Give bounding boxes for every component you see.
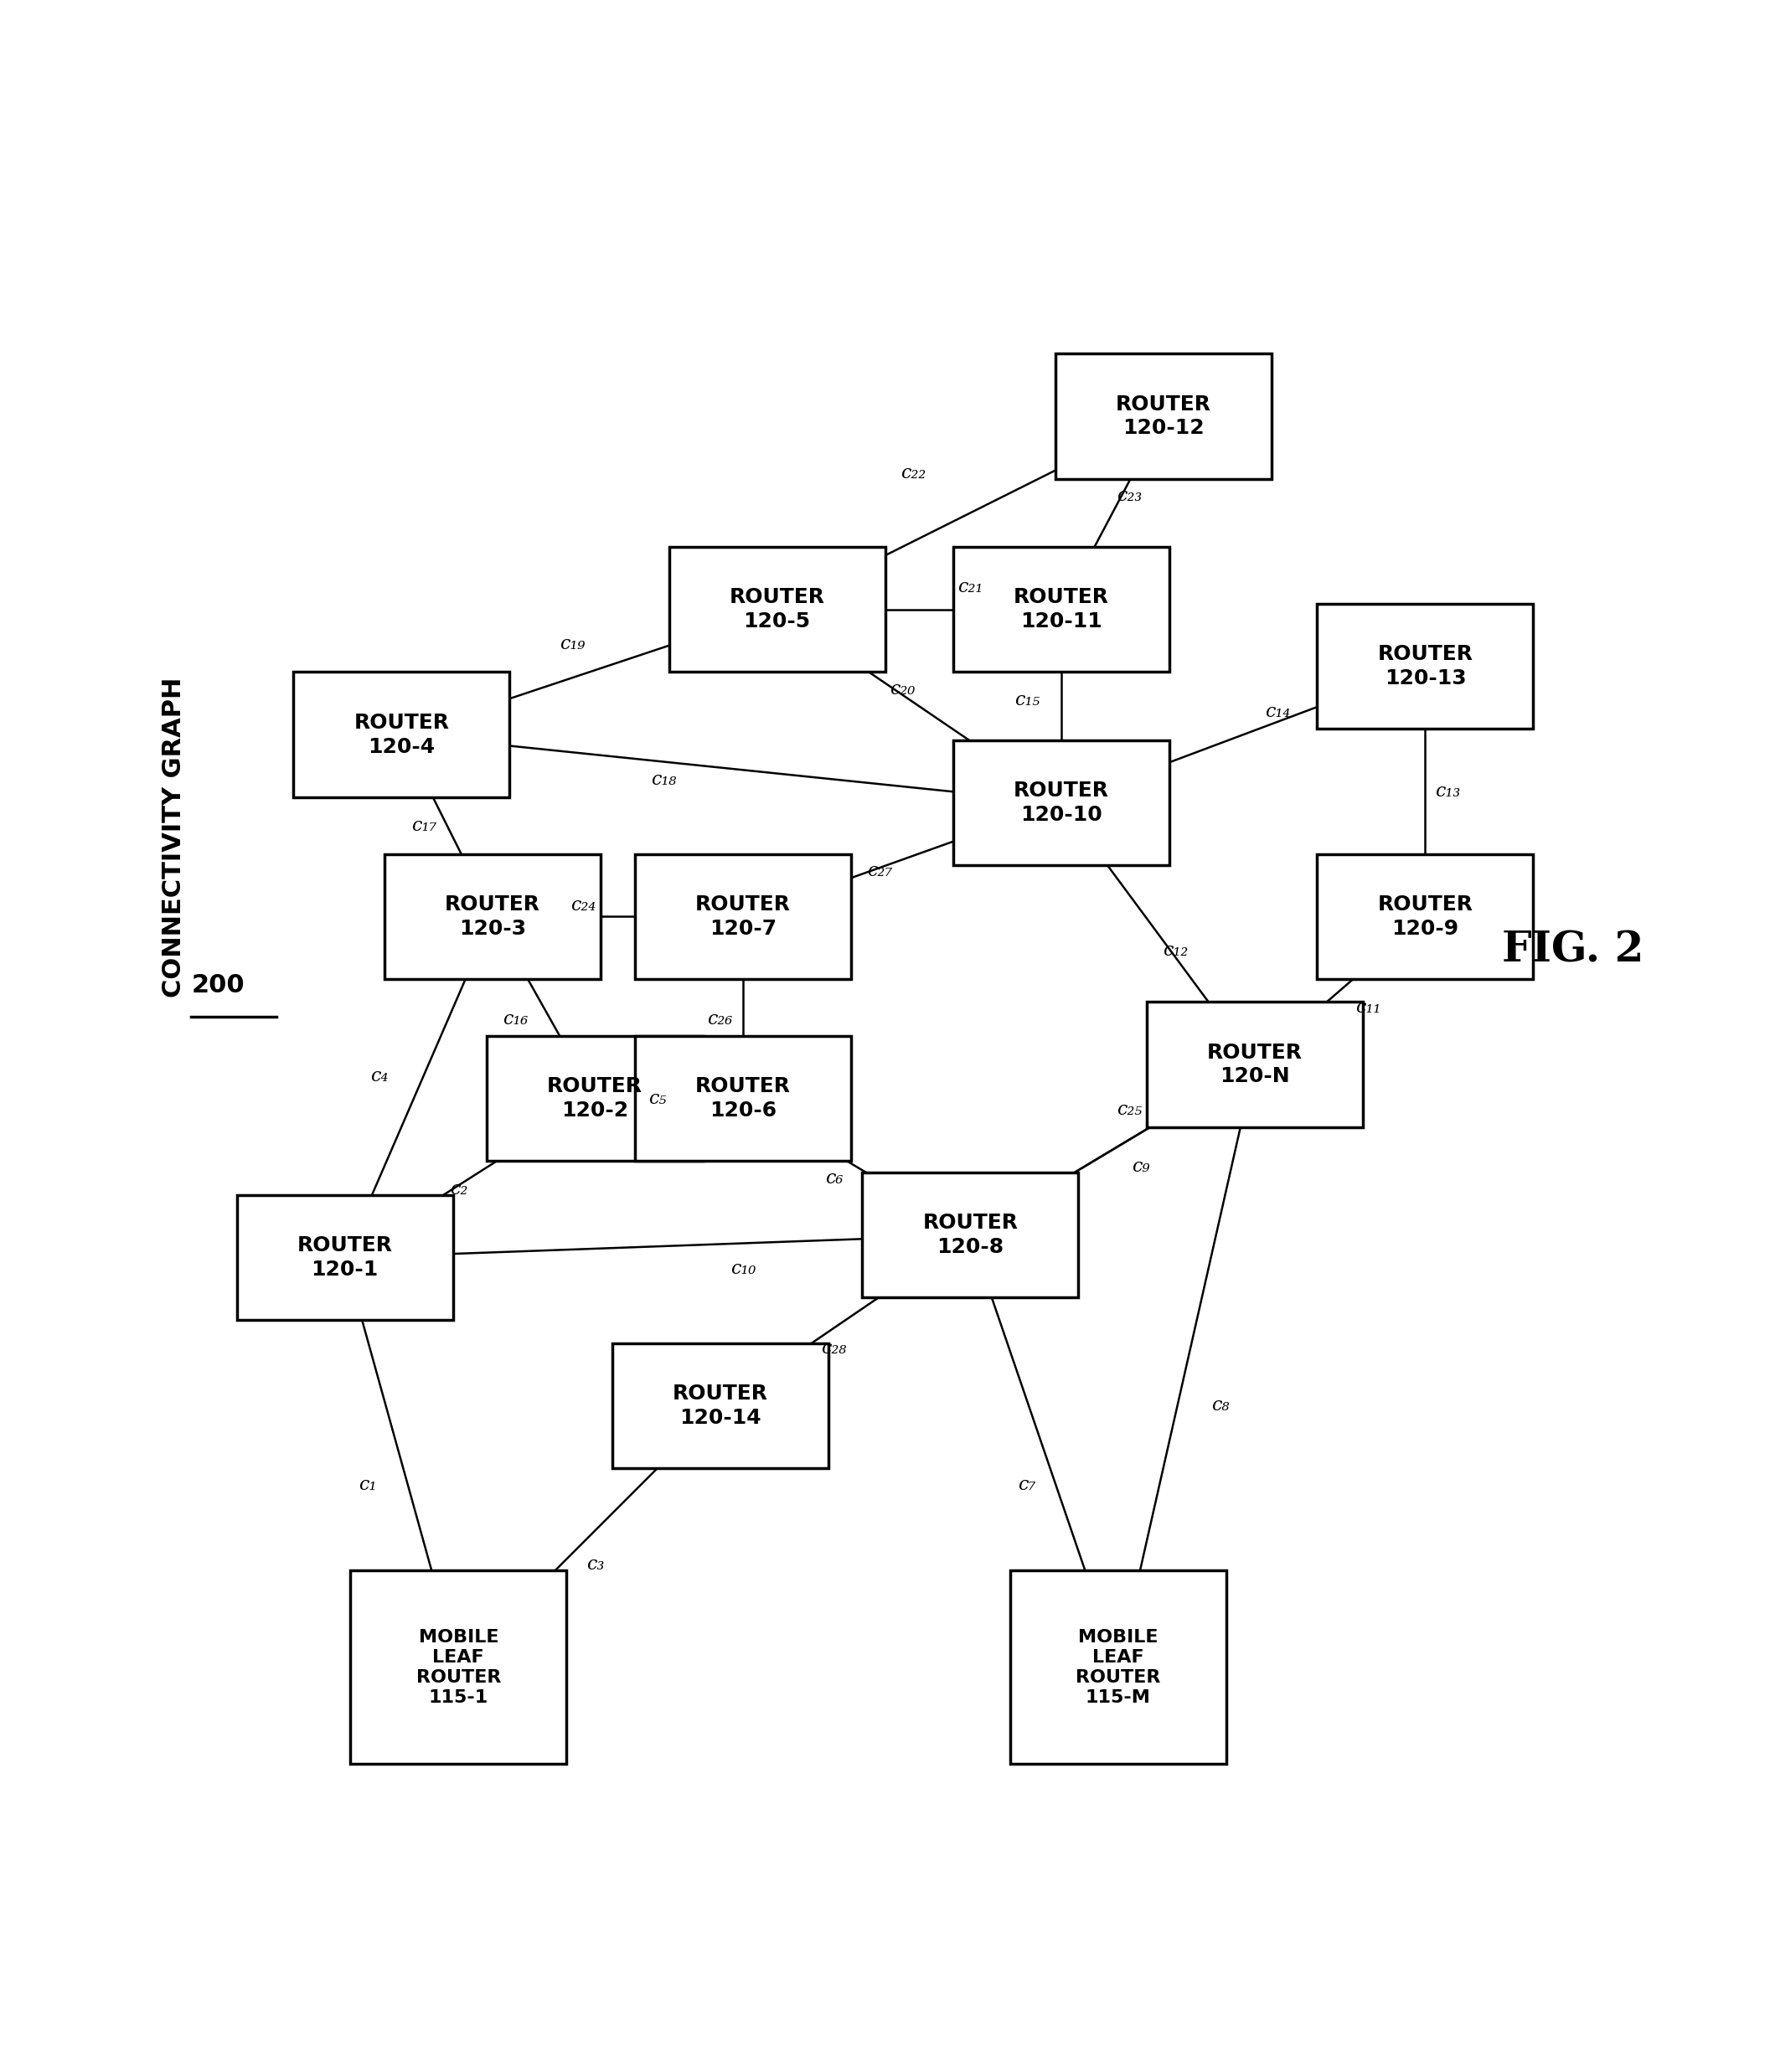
Text: c₁₅: c₁₅ bbox=[1014, 692, 1039, 711]
Text: c₂₅: c₂₅ bbox=[1117, 1100, 1142, 1119]
FancyBboxPatch shape bbox=[1011, 1571, 1227, 1763]
FancyBboxPatch shape bbox=[384, 854, 600, 980]
Text: ROUTER
120-13: ROUTER 120-13 bbox=[1377, 644, 1473, 688]
Text: ROUTER
120-2: ROUTER 120-2 bbox=[547, 1077, 643, 1121]
Text: c₅: c₅ bbox=[648, 1090, 667, 1109]
FancyBboxPatch shape bbox=[1147, 1003, 1363, 1127]
FancyBboxPatch shape bbox=[1317, 603, 1533, 729]
Text: c₂₈: c₂₈ bbox=[821, 1339, 846, 1357]
Text: c₇: c₇ bbox=[1018, 1475, 1035, 1494]
Text: ROUTER
120-4: ROUTER 120-4 bbox=[354, 713, 450, 756]
Text: c₁₂: c₁₂ bbox=[1163, 941, 1188, 959]
Text: c₂: c₂ bbox=[450, 1181, 467, 1200]
Text: c₁₁: c₁₁ bbox=[1356, 999, 1381, 1017]
Text: ROUTER
120-1: ROUTER 120-1 bbox=[297, 1235, 393, 1280]
Text: c₂₆: c₂₆ bbox=[708, 1009, 733, 1028]
Text: c₁: c₁ bbox=[359, 1475, 377, 1494]
Text: c₁₆: c₁₆ bbox=[503, 1009, 527, 1028]
Text: 200: 200 bbox=[191, 974, 244, 999]
Text: ROUTER
120-12: ROUTER 120-12 bbox=[1115, 394, 1211, 439]
Text: c₃: c₃ bbox=[586, 1556, 604, 1575]
Text: c₁₇: c₁₇ bbox=[412, 816, 437, 835]
Text: c₂₁: c₂₁ bbox=[958, 578, 982, 597]
FancyBboxPatch shape bbox=[1317, 854, 1533, 980]
FancyBboxPatch shape bbox=[954, 547, 1170, 671]
Text: FIG. 2: FIG. 2 bbox=[1503, 930, 1644, 972]
Text: CONNECTIVITY GRAPH: CONNECTIVITY GRAPH bbox=[163, 678, 186, 997]
Text: ROUTER
120-14: ROUTER 120-14 bbox=[673, 1384, 768, 1428]
Text: c₆: c₆ bbox=[825, 1169, 843, 1187]
FancyBboxPatch shape bbox=[669, 547, 885, 671]
Text: c₂₇: c₂₇ bbox=[867, 862, 892, 881]
FancyBboxPatch shape bbox=[862, 1173, 1078, 1297]
FancyBboxPatch shape bbox=[635, 854, 851, 980]
Text: ROUTER
120-7: ROUTER 120-7 bbox=[696, 895, 791, 939]
FancyBboxPatch shape bbox=[635, 1036, 851, 1160]
Text: c₂₀: c₂₀ bbox=[889, 680, 915, 698]
FancyBboxPatch shape bbox=[487, 1036, 703, 1160]
FancyBboxPatch shape bbox=[237, 1196, 453, 1320]
Text: MOBILE
LEAF
ROUTER
115-1: MOBILE LEAF ROUTER 115-1 bbox=[416, 1629, 501, 1705]
Text: c₁₄: c₁₄ bbox=[1266, 702, 1290, 721]
Text: ROUTER
120-10: ROUTER 120-10 bbox=[1014, 781, 1110, 825]
Text: ROUTER
120-5: ROUTER 120-5 bbox=[729, 588, 825, 632]
Text: c₁₃: c₁₃ bbox=[1435, 783, 1460, 800]
FancyBboxPatch shape bbox=[1055, 354, 1271, 479]
Text: c₁₈: c₁₈ bbox=[651, 771, 676, 789]
Text: c₉: c₉ bbox=[1133, 1158, 1150, 1177]
Text: c₂₄: c₂₄ bbox=[572, 895, 596, 914]
Text: c₁₉: c₁₉ bbox=[559, 634, 584, 653]
Text: ROUTER
120-9: ROUTER 120-9 bbox=[1377, 895, 1473, 939]
FancyBboxPatch shape bbox=[612, 1343, 828, 1469]
Text: c₁₀: c₁₀ bbox=[731, 1260, 756, 1278]
Text: c₄: c₄ bbox=[370, 1067, 388, 1086]
FancyBboxPatch shape bbox=[954, 740, 1170, 866]
Text: ROUTER
120-N: ROUTER 120-N bbox=[1207, 1042, 1303, 1086]
Text: MOBILE
LEAF
ROUTER
115-M: MOBILE LEAF ROUTER 115-M bbox=[1076, 1629, 1161, 1705]
Text: c₂₃: c₂₃ bbox=[1117, 487, 1142, 506]
Text: ROUTER
120-3: ROUTER 120-3 bbox=[444, 895, 540, 939]
FancyBboxPatch shape bbox=[350, 1571, 566, 1763]
Text: c₈: c₈ bbox=[1212, 1397, 1230, 1415]
Text: ROUTER
120-8: ROUTER 120-8 bbox=[922, 1212, 1018, 1258]
Text: ROUTER
120-6: ROUTER 120-6 bbox=[696, 1077, 791, 1121]
Text: ROUTER
120-11: ROUTER 120-11 bbox=[1014, 588, 1110, 632]
Text: c₂₂: c₂₂ bbox=[901, 464, 926, 483]
FancyBboxPatch shape bbox=[294, 671, 510, 798]
